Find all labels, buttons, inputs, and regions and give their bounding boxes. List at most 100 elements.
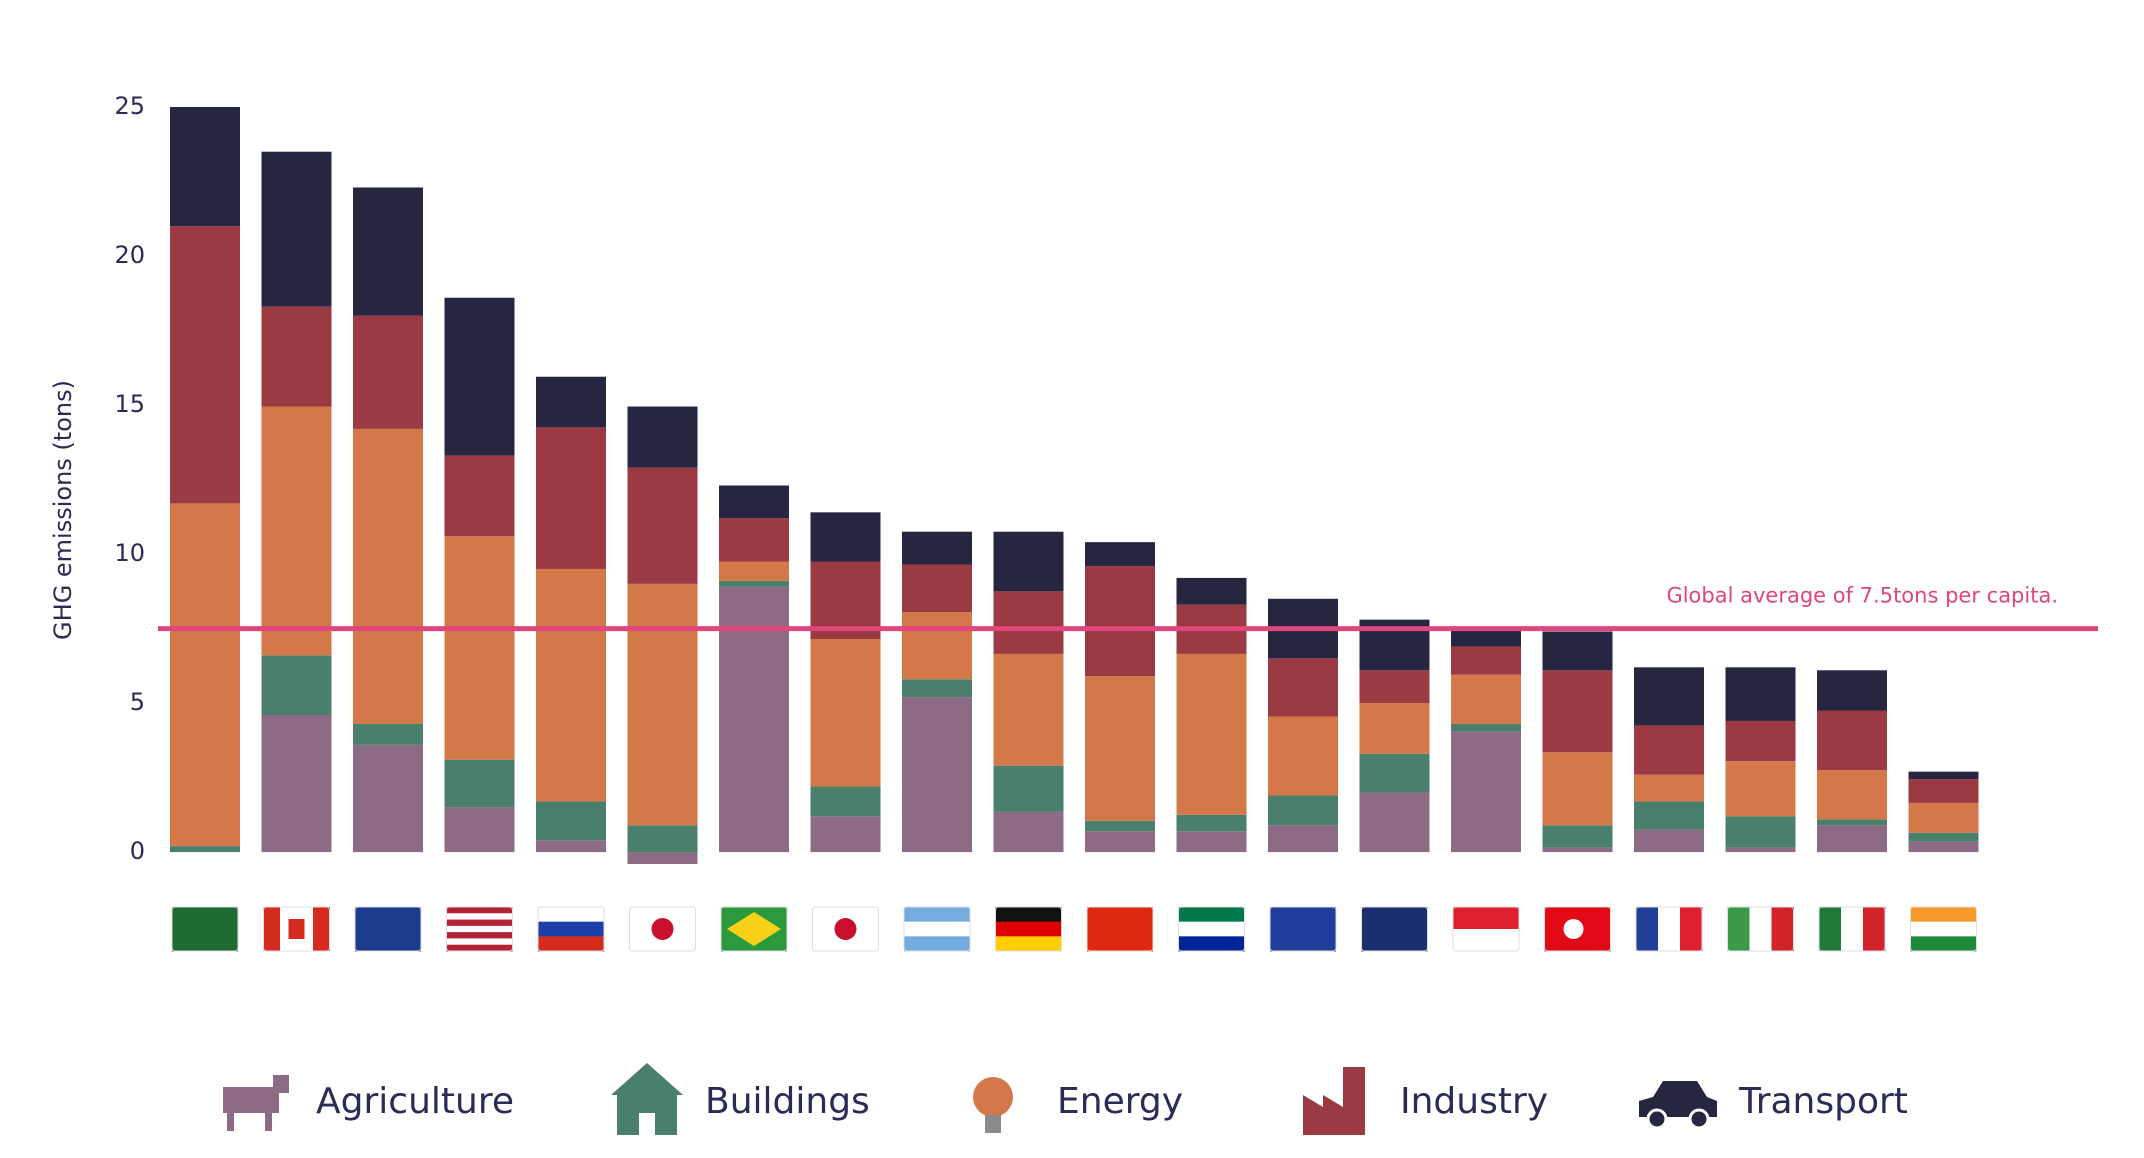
bar-segment [1725, 667, 1796, 721]
bar-segment [1725, 847, 1796, 853]
country-flag [1178, 906, 1245, 952]
bar-segment [1085, 820, 1155, 832]
flag-border [1727, 906, 1794, 952]
icon-part [1646, 1108, 1668, 1130]
country-flag [903, 906, 971, 952]
flag-stripe [1727, 907, 1750, 951]
country-flag [1727, 906, 1794, 952]
bar-segment [444, 536, 515, 760]
bar-segment [1359, 670, 1430, 704]
bar-segment [261, 655, 332, 715]
bar-segment [1908, 802, 1979, 833]
bar-segment [1908, 832, 1979, 842]
flag-border [629, 906, 696, 952]
flag-stripe [995, 921, 1062, 937]
flag-stripe [538, 907, 604, 923]
flag-border [263, 906, 330, 952]
flag-stripe [355, 907, 421, 952]
country-flag [1818, 906, 1886, 952]
flag-stripe [995, 936, 1062, 952]
flag-stripe [1771, 907, 1794, 951]
bar-segment [261, 715, 332, 853]
icon-part [227, 1111, 234, 1131]
bar-segment [1451, 731, 1521, 853]
bar-segment [627, 825, 698, 853]
flag-stripe [446, 932, 513, 939]
country-flag [537, 906, 605, 952]
bar-segment [1085, 831, 1155, 853]
icon-part [1303, 1067, 1365, 1135]
icon-part [985, 1115, 1001, 1133]
bar-segment [1634, 801, 1704, 830]
country-flag [171, 906, 239, 952]
flag-emblem [288, 919, 305, 939]
bar-segment [1451, 646, 1521, 675]
flag-stripe [995, 907, 1062, 923]
bar-segment [1542, 670, 1613, 753]
bar-segment [536, 840, 606, 853]
y-tick-label: 15 [114, 390, 145, 418]
flag-emblem [651, 918, 674, 940]
bar-segment [902, 564, 972, 613]
country-flag [720, 906, 788, 952]
icon-part [973, 1077, 1013, 1117]
bar-segment [1908, 841, 1979, 853]
icon-part [223, 1087, 279, 1113]
country-flag [1086, 906, 1154, 952]
flag-stripe [904, 921, 970, 937]
legend-icon [223, 1075, 289, 1131]
country-flag [354, 906, 422, 952]
flag-stripe [1453, 929, 1519, 952]
bar-segment [444, 455, 515, 537]
y-axis-label: GHG emissions (tons) [49, 380, 77, 640]
icon-part [1639, 1081, 1717, 1117]
flag-border [1544, 906, 1611, 952]
bar-segment [1176, 814, 1247, 832]
flag-stripe [538, 936, 604, 952]
legend-label: Buildings [705, 1081, 870, 1122]
flag-stripe [446, 919, 513, 927]
bar-segment [993, 531, 1064, 592]
bar-segment [261, 306, 332, 407]
flag-border [1910, 906, 1977, 952]
bar-segment [444, 807, 515, 853]
country-flag [812, 906, 879, 952]
legend-label: Transport [1738, 1081, 1908, 1122]
flag-stripe [1087, 907, 1153, 952]
country-flag [995, 906, 1062, 952]
country-flag [629, 906, 696, 952]
icon-part [265, 1111, 272, 1131]
flag-border [354, 906, 422, 952]
flag-border [1635, 906, 1703, 952]
bar-segment [1542, 631, 1613, 671]
flag-stripe [446, 907, 513, 914]
flag-emblem [1563, 919, 1584, 939]
flag-stripe [1636, 907, 1659, 951]
flag-stripe [446, 925, 513, 933]
bar-segment [1268, 716, 1338, 796]
bar-segment [719, 518, 789, 562]
legend-icon [1303, 1067, 1365, 1135]
flag-border [1452, 906, 1520, 952]
bar-segment [1817, 770, 1887, 820]
flag-stripe [296, 907, 314, 951]
bar-segment [536, 376, 606, 428]
country-flag [1452, 906, 1520, 952]
bar-segment [902, 531, 972, 565]
flag-stripe [1910, 907, 1977, 923]
bar-segment [1359, 753, 1430, 793]
flag-stripe [1178, 921, 1245, 937]
country-flag [263, 906, 330, 952]
bar-segment [1817, 819, 1887, 826]
flag-stripe [172, 907, 238, 952]
bar-segment [444, 297, 515, 456]
reference-label: Global average of 7.5tons per capita. [1666, 584, 2058, 608]
bar-segment [993, 653, 1064, 766]
flag-stripe [904, 907, 970, 923]
flag-stripe [1910, 936, 1977, 952]
flag-border [1361, 906, 1428, 952]
flag-border [903, 906, 971, 952]
flag-border [1818, 906, 1886, 952]
flag-border [1269, 906, 1337, 952]
icon-part [611, 1063, 683, 1135]
